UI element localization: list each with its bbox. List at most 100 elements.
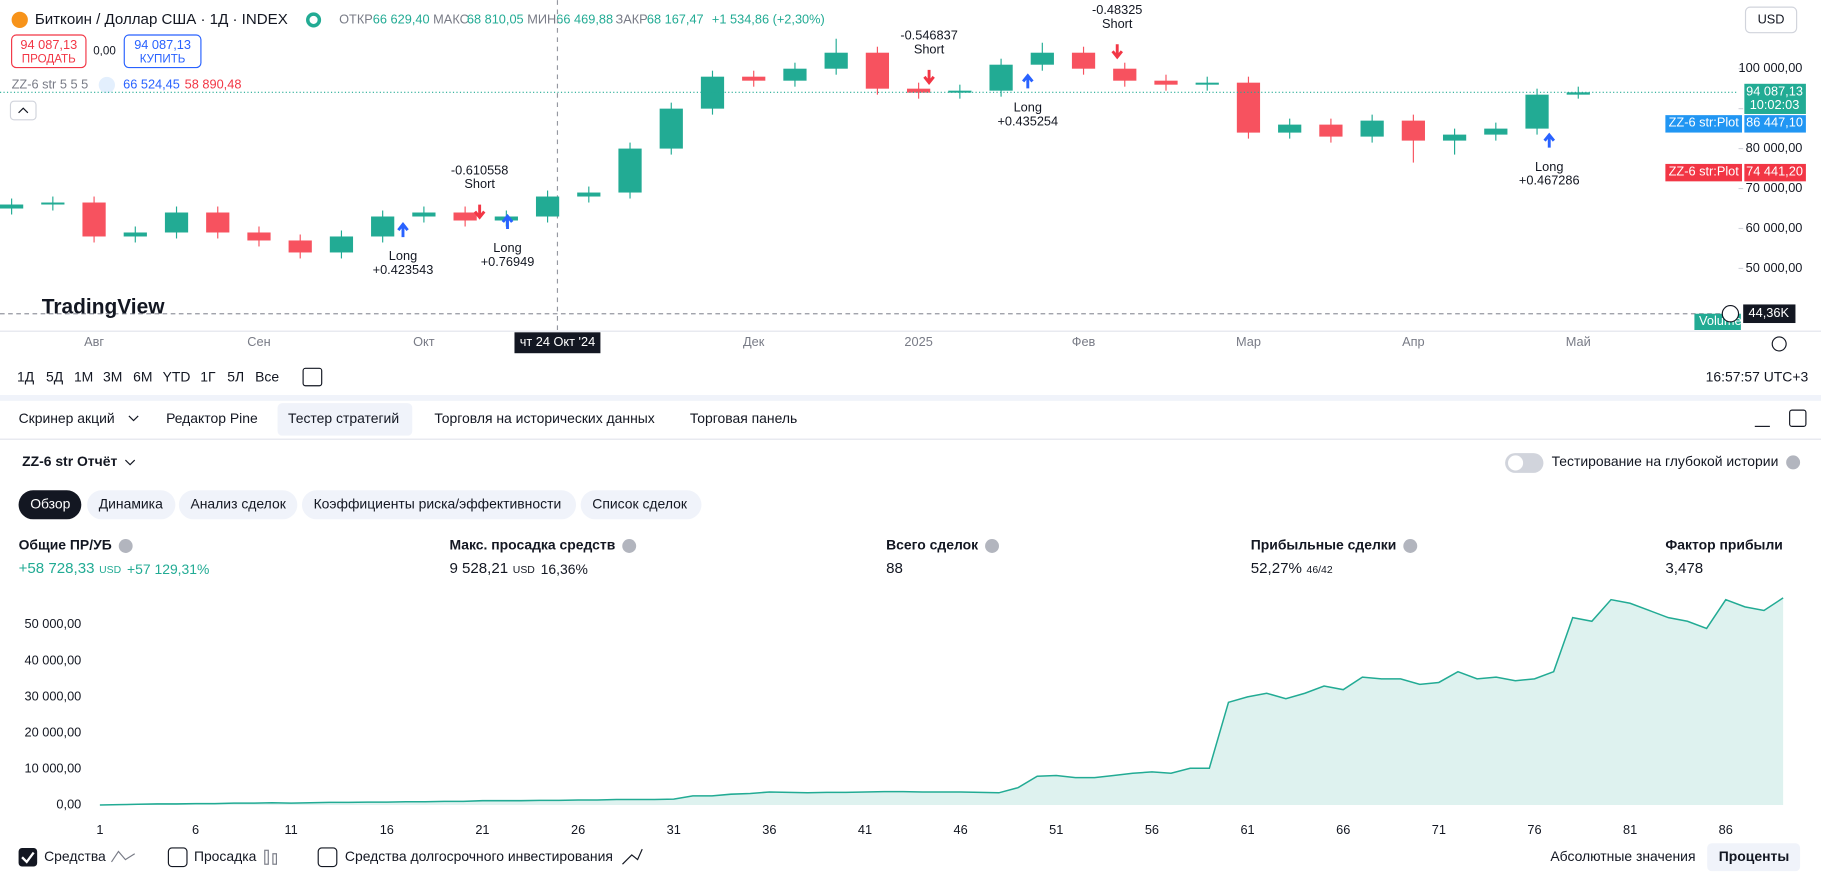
metric-unit: USD <box>99 565 121 576</box>
legend-icon <box>111 850 136 863</box>
check <box>21 851 35 864</box>
buy-button[interactable] <box>123 34 202 69</box>
candle-body <box>1484 128 1508 135</box>
candle-body <box>1566 92 1590 95</box>
countdown: 10:02:03 <box>1750 97 1800 112</box>
y-tick-label: 30 000,00 <box>24 688 81 703</box>
info-icon[interactable] <box>118 539 133 553</box>
info-icon[interactable] <box>622 539 637 553</box>
calendar-icon[interactable] <box>302 367 323 387</box>
symbol[interactable]: Биткоин / Доллар США · 1Д · INDEX <box>35 11 288 28</box>
collapse-button[interactable] <box>9 100 37 121</box>
metric-extra: 16,36% <box>541 561 588 577</box>
percent-toggle: Проценты <box>1719 848 1789 864</box>
subtab-pill[interactable] <box>87 490 176 520</box>
timeframe[interactable]: 1Д <box>17 368 35 384</box>
settings-icon[interactable] <box>1771 336 1787 352</box>
info-icon[interactable] <box>985 539 1000 553</box>
timeframe[interactable]: 5Л <box>227 368 244 384</box>
candle-body <box>1319 124 1343 137</box>
candle-body <box>907 88 931 93</box>
timeframe[interactable]: YTD <box>163 368 191 384</box>
subtab: Обзор <box>30 495 70 511</box>
x-tick-label: 36 <box>762 822 776 837</box>
indicator-icon[interactable] <box>98 76 115 94</box>
annotation: Short <box>914 41 945 56</box>
coin-icon <box>11 11 28 29</box>
volume-value: 44,36K <box>1749 305 1790 320</box>
candle-body <box>123 232 147 237</box>
x-tick-label: 66 <box>1336 822 1350 837</box>
add-button[interactable] <box>1721 305 1740 323</box>
plot-value: 74 441,20 <box>1746 163 1803 178</box>
candle-body <box>1401 120 1425 141</box>
annotation: Long <box>493 240 521 255</box>
status-dot <box>306 12 322 28</box>
maximize-icon[interactable] <box>1789 409 1807 427</box>
x-tick-label: Дек <box>743 334 765 349</box>
annotation: +0.435254 <box>997 113 1058 128</box>
legend-drawdown: Просадка <box>194 848 257 864</box>
candle-body <box>535 196 560 217</box>
timeframe[interactable]: 1Г <box>200 368 216 384</box>
panel-tab[interactable]: Скринер акций <box>19 410 115 426</box>
sell-button[interactable] <box>11 34 87 69</box>
last-price: 94 087,13 <box>1746 83 1803 98</box>
metric-value: +58 728,33 <box>19 560 95 577</box>
x-tick-label: Сен <box>247 334 270 349</box>
x-tick-label: 2025 <box>904 334 932 349</box>
signal-arrow <box>1111 44 1123 60</box>
x-tick-label: Май <box>1566 334 1591 349</box>
ohlc-label: МАКС <box>433 11 469 26</box>
toggle-knob <box>1508 455 1524 471</box>
x-tick-label: 56 <box>1145 822 1159 837</box>
panel-tab[interactable]: Тестер стратегий <box>288 410 399 426</box>
subtab-pill[interactable] <box>580 490 702 520</box>
annotation: Short <box>464 176 495 191</box>
absolute-toggle[interactable]: Абсолютные значения <box>1550 848 1695 864</box>
x-tick-label: 61 <box>1240 822 1254 837</box>
candle-body <box>577 192 601 197</box>
timeframe[interactable]: Все <box>255 368 279 384</box>
candle-body <box>288 240 312 253</box>
info-icon[interactable] <box>1403 539 1418 553</box>
subtab-pill[interactable] <box>178 490 298 520</box>
report-title[interactable]: ZZ-6 str Отчёт <box>22 453 117 469</box>
panel-tab[interactable]: Торговля на исторических данных <box>434 410 654 426</box>
subtab-pill[interactable] <box>301 490 577 520</box>
help-icon[interactable] <box>1786 455 1801 470</box>
annotation: Long <box>1014 100 1042 115</box>
timeframe[interactable]: 5Д <box>46 368 64 384</box>
y-tick-label: 0,00 <box>56 796 81 811</box>
annotation: -0.546837 <box>900 28 957 43</box>
candle-body <box>206 212 230 233</box>
timeframe[interactable]: 3М <box>103 368 122 384</box>
candle-body <box>742 76 766 81</box>
y-tick-label: 100 000,00 <box>1739 60 1803 75</box>
candle-body <box>1071 52 1096 69</box>
spread: 0,00 <box>93 44 116 57</box>
checkbox[interactable] <box>167 847 188 868</box>
timeframe[interactable]: 1М <box>74 368 93 384</box>
y-tick-label: 50 000,00 <box>24 616 81 631</box>
signal-arrow <box>397 221 409 238</box>
percent-pill[interactable] <box>1707 843 1801 872</box>
candle-body <box>329 236 354 253</box>
ohlc-value: 66 469,88 <box>556 11 613 26</box>
checkbox[interactable] <box>317 847 338 868</box>
candle-body <box>1525 94 1549 129</box>
chevron <box>18 107 29 114</box>
annotation: -0.610558 <box>451 162 509 177</box>
chevron <box>125 459 136 466</box>
panel-tab[interactable]: Торговая панель <box>690 410 797 426</box>
subtab-pill[interactable] <box>18 490 82 520</box>
metric-title: Общие ПР/УБ <box>19 537 112 553</box>
y-tick-label: 50 000,00 <box>1746 260 1803 275</box>
signal-arrow <box>473 204 486 220</box>
timeframe[interactable]: 6М <box>133 368 152 384</box>
panel-tab[interactable]: Редактор Pine <box>166 410 258 426</box>
logo: TradingView <box>42 295 165 318</box>
currency-button[interactable] <box>1744 6 1798 34</box>
checkbox-checked[interactable] <box>18 847 38 867</box>
